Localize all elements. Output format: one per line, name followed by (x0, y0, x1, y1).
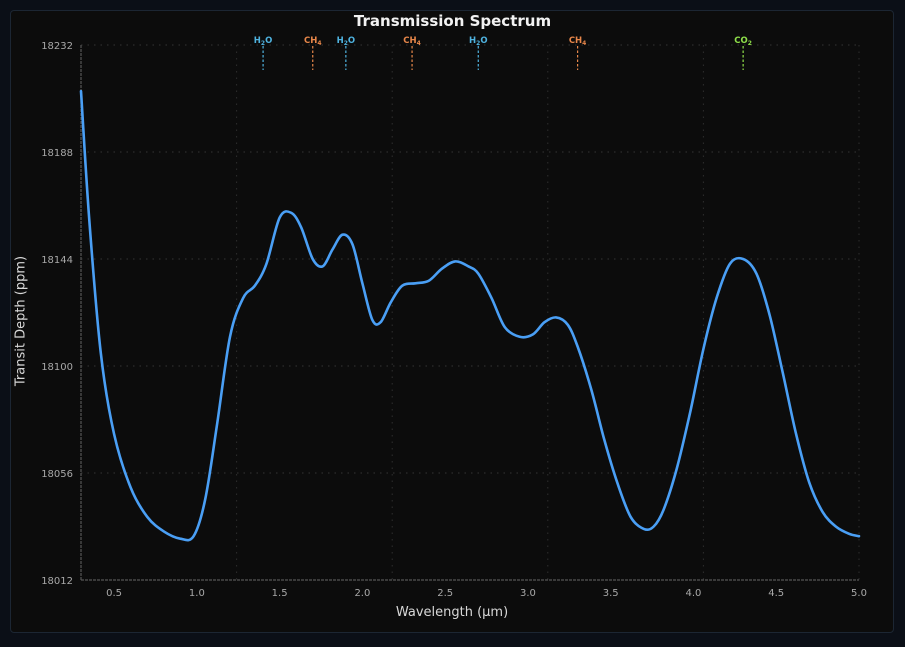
molecule-label: H2O (254, 36, 273, 47)
molecule-annotations: H2O CH4 H2O CH4 H2O CH4 CO2 (254, 36, 752, 70)
chart-title: Transmission Spectrum (353, 12, 552, 30)
y-axis-label: Transit Depth (ppm) (13, 255, 29, 387)
molecule-label: CH4 (304, 36, 322, 47)
x-axis-label: Wavelength (μm) (395, 605, 509, 620)
y-tick-label: 18056 (41, 469, 73, 480)
x-tick-label: 2.0 (354, 588, 370, 599)
x-tick-label: 1.5 (272, 588, 288, 599)
x-tick-label: 5.0 (851, 588, 867, 599)
x-tick-label: 4.5 (768, 588, 784, 599)
molecule-label: H2O (469, 36, 488, 47)
x-tick-label: 0.5 (106, 588, 122, 599)
grid-lines (81, 44, 860, 580)
molecule-label: CO2 (734, 36, 752, 47)
x-tick-label: 2.5 (437, 588, 453, 599)
y-tick-label: 18100 (41, 362, 73, 373)
chart-panel (10, 10, 894, 633)
x-tick-label: 1.0 (189, 588, 205, 599)
spectrum-line (79, 89, 861, 542)
molecule-label: CH4 (569, 36, 587, 47)
molecule-label: H2O (337, 36, 356, 47)
x-tick-label: 3.0 (520, 588, 536, 599)
y-tick-label: 18144 (41, 255, 73, 266)
y-tick-label: 18232 (41, 41, 73, 52)
x-tick-label: 4.0 (686, 588, 702, 599)
molecule-label: CH4 (403, 36, 421, 47)
y-tick-label: 18188 (41, 148, 73, 159)
x-tick-label: 3.5 (603, 588, 619, 599)
axes: 18012 18056 18100 18144 18188 18232 0.5 1.0 1.5 2… (41, 41, 867, 599)
y-tick-label: 18012 (41, 576, 73, 587)
